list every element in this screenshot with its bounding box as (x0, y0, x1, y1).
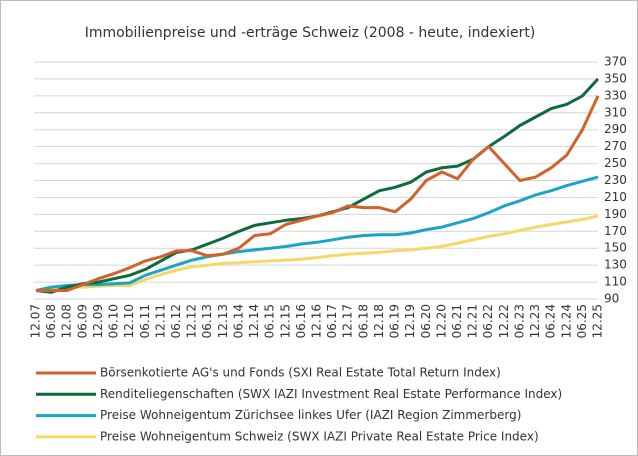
y-tick-label: 350 (604, 71, 627, 85)
x-tick-label: 06.19 (388, 304, 402, 338)
x-tick-label: 06.08 (44, 304, 58, 338)
y-tick-label: 170 (604, 224, 627, 238)
y-tick-label: 370 (604, 55, 627, 69)
x-tick-label: 12.13 (216, 304, 230, 338)
y-tick-label: 150 (604, 241, 627, 255)
y-tick-label: 230 (604, 173, 627, 187)
x-tick-label: 06.14 (231, 304, 245, 338)
x-tick-label: 06.23 (512, 304, 526, 338)
x-tick-label: 12.11 (153, 304, 167, 338)
y-tick-label: 310 (604, 105, 627, 119)
x-tick-label: 12.24 (559, 304, 573, 338)
legend-label: Preise Wohneigentum Schweiz (SWX IAZI Pr… (100, 429, 539, 443)
y-tick-label: 290 (604, 122, 627, 136)
y-tick-label: 110 (604, 275, 627, 289)
x-tick-label: 12.20 (434, 304, 448, 338)
x-tick-label: 06.25 (575, 304, 589, 338)
x-tick-label: 06.16 (294, 304, 308, 338)
x-tick-label: 06.09 (75, 304, 89, 338)
x-tick-label: 06.12 (169, 304, 183, 338)
x-tick-label: 12.23 (528, 304, 542, 338)
x-tick-label: 12.08 (60, 304, 74, 338)
chart-title: Immobilienpreise und -erträge Schweiz (2… (85, 25, 536, 41)
x-tick-label: 06.11 (138, 304, 152, 338)
legend-label: Renditeliegenschaften (SWX IAZI Investme… (100, 387, 562, 401)
x-tick-label: 06.20 (419, 304, 433, 338)
x-tick-label: 12.22 (497, 304, 511, 338)
x-tick-label: 12.19 (403, 304, 417, 338)
x-tick-label: 12.25 (591, 304, 605, 338)
x-tick-label: 06.22 (481, 304, 495, 338)
x-tick-label: 12.14 (247, 304, 261, 338)
x-tick-label: 06.24 (544, 304, 558, 338)
y-tick-label: 90 (604, 292, 619, 306)
x-tick-label: 12.09 (91, 304, 105, 338)
x-tick-label: 12.15 (278, 304, 292, 338)
x-tick-label: 06.13 (200, 304, 214, 338)
x-tick-label: 12.18 (372, 304, 386, 338)
series-line (35, 214, 599, 292)
y-tick-label: 130 (604, 258, 627, 272)
x-tick-label: 12.21 (466, 304, 480, 338)
x-tick-label: 12.10 (122, 304, 136, 338)
series-line (36, 95, 600, 292)
series-line (35, 175, 599, 292)
x-tick-label: 12.16 (310, 304, 324, 338)
x-tick-label: 12.12 (185, 304, 199, 338)
y-tick-label: 190 (604, 207, 627, 221)
x-tick-label: 06.15 (263, 304, 277, 338)
y-tick-label: 210 (604, 190, 627, 204)
x-tick-label: 12.17 (341, 304, 355, 338)
x-tick-label: 06.17 (325, 304, 339, 338)
legend-label: Preise Wohneigentum Zürichsee linkes Ufe… (100, 408, 521, 422)
x-tick-label: 12.07 (29, 304, 43, 338)
y-tick-label: 330 (604, 88, 627, 102)
x-tick-label: 06.10 (107, 304, 121, 338)
legend-label: Börsenkotierte AG's und Fonds (SXI Real … (100, 366, 501, 380)
x-tick-label: 06.18 (356, 304, 370, 338)
y-tick-label: 270 (604, 139, 627, 153)
y-tick-label: 250 (604, 156, 627, 170)
x-tick-label: 06.21 (450, 304, 464, 338)
